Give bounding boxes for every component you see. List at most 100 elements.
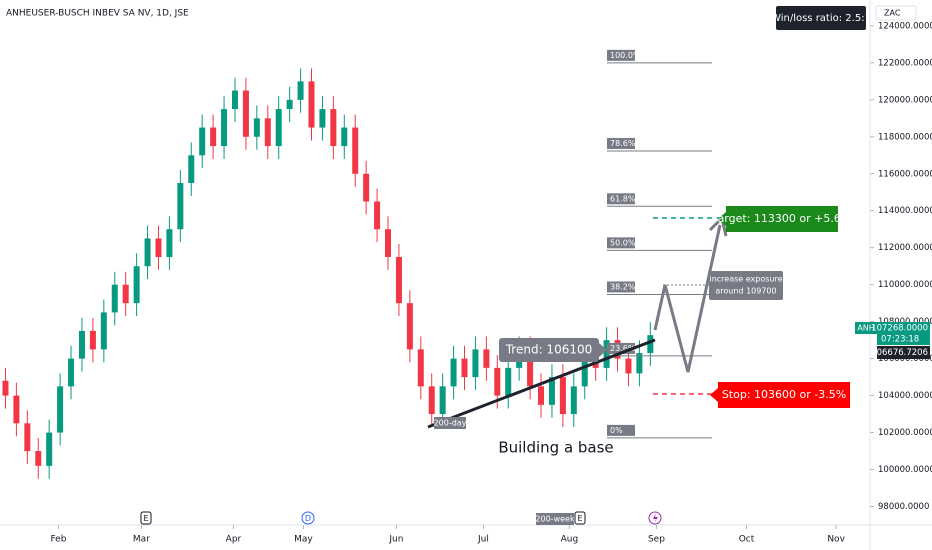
exposure-label: around 109700 (715, 287, 776, 296)
candle-body (439, 386, 446, 415)
candle-body (461, 358, 468, 378)
candle-body (253, 118, 260, 137)
exposure-box (709, 271, 783, 300)
candle-body (406, 303, 413, 350)
fib-label-box (607, 193, 635, 205)
candle-body (505, 367, 512, 396)
trend-line (427, 338, 656, 429)
target-box (726, 206, 838, 232)
currency-box (875, 5, 917, 21)
ma-box (536, 513, 574, 525)
x-tick-label: Aug (561, 535, 579, 545)
event-icon (574, 511, 586, 525)
fib-label-box (607, 342, 635, 354)
candle-body (100, 312, 107, 350)
candle-body (548, 377, 555, 405)
y-tick-label: 112000.0000 (878, 243, 932, 253)
candle-body (319, 109, 326, 128)
y-tick-label: 122000.0000 (878, 58, 932, 68)
candle-body (221, 109, 228, 147)
x-tick-label: May (294, 535, 313, 545)
fib-label-box (607, 424, 635, 436)
y-tick-label: 118000.0000 (878, 132, 932, 142)
candle-body (2, 380, 9, 396)
candle-body (122, 284, 129, 304)
candle-body (13, 395, 20, 424)
fib-label: 0% (610, 426, 623, 435)
candle-body (363, 173, 370, 202)
candle-body (111, 284, 118, 313)
candle-body (636, 353, 643, 374)
candle-body (242, 90, 249, 137)
last-price: 107268.0000 (871, 324, 928, 334)
x-tick-label: Sep (648, 535, 665, 545)
candle-body (78, 330, 85, 359)
candle-body (188, 155, 195, 184)
base-label: Building a base (498, 439, 613, 457)
candle-body (603, 340, 610, 368)
candle-body (538, 386, 545, 405)
x-tick-label: Oct (739, 535, 755, 545)
candle-body (385, 229, 392, 257)
fib-label: 78.6% (610, 139, 636, 148)
candle-body (133, 266, 140, 304)
y-tick-label: 114000.0000 (878, 206, 932, 216)
candle-body (570, 386, 577, 415)
candle-body (330, 109, 337, 147)
fib-label: 61.8% (610, 194, 636, 203)
fib-label: 38.2% (610, 282, 636, 291)
candle-body (483, 349, 490, 368)
candle-body (199, 127, 206, 156)
ratio: Win/loss ratio: 2.5:1 (771, 13, 871, 24)
fib-label: 50.0% (610, 238, 636, 247)
candle-body (395, 256, 402, 304)
candle-body (581, 358, 588, 387)
y-tick-label: 102000.0000 (878, 428, 932, 438)
chart-title: ANHEUSER-BUSCH INBEV SA NV, 1D, JSE (6, 9, 189, 19)
y-tick-label: 100000.0000 (878, 465, 932, 475)
candle-body (625, 358, 632, 374)
candle-body (89, 330, 96, 350)
x-tick-label: Jun (388, 535, 403, 545)
stop-box (718, 382, 850, 408)
candle-body (46, 432, 53, 466)
candle-body (341, 127, 348, 147)
projection (653, 224, 722, 373)
price-box (877, 322, 930, 345)
event-icon (301, 511, 315, 525)
candle-body (559, 377, 566, 415)
candle-body (308, 81, 315, 128)
fib-label: 23.6% (610, 344, 636, 353)
fib-label: 100.0% (610, 51, 641, 60)
symbol: ANH (857, 324, 874, 333)
fib-label-box (607, 137, 635, 149)
candle-body (166, 229, 173, 257)
event-label: E (577, 514, 582, 523)
candle-body (472, 349, 479, 378)
candle-body (35, 451, 42, 466)
stop-label: Stop: 103600 or -3.5% (722, 388, 846, 401)
ma-box (434, 417, 466, 429)
candle-body (297, 81, 304, 100)
x-tick-label: Feb (51, 535, 67, 545)
currency: ZAC (884, 9, 901, 18)
y-tick-label: 98000.0000 (878, 502, 929, 512)
dividend-bolt (653, 513, 658, 523)
y-tick-label: 106000.0000 (878, 354, 932, 364)
candle-body (527, 349, 534, 387)
x-tick-label: Jul (477, 535, 489, 545)
candle-body (177, 183, 184, 230)
event-label: D (305, 514, 311, 523)
x-tick-label: Mar (133, 535, 150, 545)
stop-pointer (710, 388, 718, 402)
candle-body (264, 118, 271, 147)
candle-body (57, 386, 64, 433)
candle-body (352, 127, 359, 174)
symbol-box (855, 322, 877, 334)
ratio-box (776, 6, 866, 30)
candle-body (494, 367, 501, 396)
event-icon (140, 511, 152, 525)
candle-body (210, 127, 217, 147)
trend-box (499, 338, 599, 362)
